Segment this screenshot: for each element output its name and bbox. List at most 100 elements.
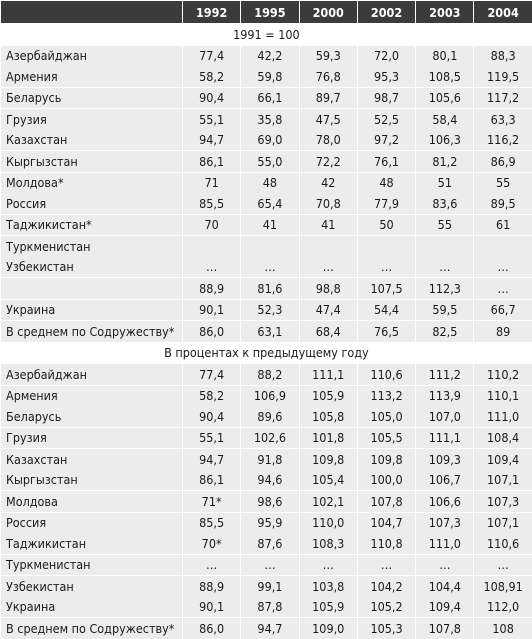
value-cell: 55,1 [183, 109, 241, 130]
value-cell: 108,5 [416, 66, 474, 87]
value-cell: 78,0 [299, 130, 357, 151]
value-cell: … [357, 554, 415, 576]
value-cell [241, 236, 299, 257]
value-cell: 48 [241, 172, 299, 193]
value-cell: 59,5 [416, 299, 474, 321]
value-cell: 80,1 [416, 45, 474, 66]
value-cell: 98,8 [299, 278, 357, 300]
value-cell: 111,2 [416, 364, 474, 386]
country-name-cell: В среднем по Содружеству* [1, 618, 183, 639]
value-cell [357, 236, 415, 257]
value-cell: 85,5 [183, 512, 241, 533]
value-cell: 90,1 [183, 597, 241, 618]
country-name-cell: Грузия [1, 109, 183, 130]
value-cell: 68,4 [299, 321, 357, 343]
country-name-cell: Россия [1, 512, 183, 533]
value-cell: 106,6 [416, 491, 474, 513]
country-name-cell: Украина [1, 597, 183, 618]
value-cell: … [241, 554, 299, 576]
value-cell: 70,8 [299, 193, 357, 214]
value-cell: 105,8 [299, 406, 357, 427]
value-cell: 110,6 [474, 533, 532, 554]
country-name-cell: Молдова [1, 491, 183, 513]
value-cell: 50 [357, 214, 415, 236]
country-name-cell: Россия [1, 193, 183, 214]
value-cell: 55 [474, 172, 532, 193]
value-cell: 42,2 [241, 45, 299, 66]
value-cell: 81,2 [416, 151, 474, 173]
value-cell: 86,1 [183, 470, 241, 491]
value-cell: 76,1 [357, 151, 415, 173]
value-cell: 105,5 [357, 427, 415, 449]
value-cell: 104,2 [357, 576, 415, 597]
value-cell: 88,9 [183, 278, 241, 300]
value-cell: 94,6 [241, 470, 299, 491]
value-cell: 112,0 [474, 597, 532, 618]
value-cell: 77,9 [357, 193, 415, 214]
value-cell: 95,3 [357, 66, 415, 87]
value-cell: 119,5 [474, 66, 532, 87]
value-cell [474, 236, 532, 257]
value-cell: 108,4 [474, 427, 532, 449]
value-cell: 77,4 [183, 364, 241, 386]
value-cell: 72,2 [299, 151, 357, 173]
value-cell: 109,4 [474, 449, 532, 470]
table-row: Туркменистан [1, 236, 532, 257]
value-cell: 76,5 [357, 321, 415, 343]
header-cell-year: 2000 [299, 1, 357, 24]
value-cell: 89,6 [241, 406, 299, 427]
value-cell: 113,2 [357, 385, 415, 406]
value-cell: 108,91 [474, 576, 532, 597]
value-cell: 109,0 [299, 618, 357, 639]
country-name-cell: Казахстан [1, 449, 183, 470]
value-cell: 111,1 [416, 427, 474, 449]
value-cell: 107,8 [357, 491, 415, 513]
value-cell: 99,1 [241, 576, 299, 597]
country-name-cell: Армения [1, 66, 183, 87]
header-cell-country [1, 1, 183, 24]
country-name-cell: Молдова* [1, 172, 183, 193]
country-name-cell: Кыргызстан [1, 470, 183, 491]
value-cell: 88,3 [474, 45, 532, 66]
value-cell: 109,8 [357, 449, 415, 470]
value-cell: 86,9 [474, 151, 532, 173]
value-cell: 111,1 [299, 364, 357, 386]
value-cell: 105,0 [357, 406, 415, 427]
value-cell: 107,5 [357, 278, 415, 300]
value-cell: 113,9 [416, 385, 474, 406]
value-cell: 105,9 [299, 385, 357, 406]
country-name-cell: Грузия [1, 427, 183, 449]
country-name-cell: Туркменистан [1, 236, 183, 257]
header-cell-year: 2002 [357, 1, 415, 24]
value-cell: 58,2 [183, 66, 241, 87]
value-cell: 52,3 [241, 299, 299, 321]
value-cell: 55,1 [183, 427, 241, 449]
value-cell: 101,8 [299, 427, 357, 449]
value-cell: 116,2 [474, 130, 532, 151]
country-name-cell: Таджикистан [1, 533, 183, 554]
value-cell: 86,0 [183, 618, 241, 639]
value-cell: 55,0 [241, 151, 299, 173]
value-cell: 59,8 [241, 66, 299, 87]
value-cell: 110,2 [474, 364, 532, 386]
value-cell: 41 [241, 214, 299, 236]
value-cell: 66,7 [474, 299, 532, 321]
section-row: В процентах к предыдущему году [1, 342, 532, 364]
value-cell: 109,3 [416, 449, 474, 470]
value-cell: 111,0 [416, 533, 474, 554]
value-cell: 109,4 [416, 597, 474, 618]
value-cell: 117,2 [474, 87, 532, 109]
value-cell: 94,7 [241, 618, 299, 639]
